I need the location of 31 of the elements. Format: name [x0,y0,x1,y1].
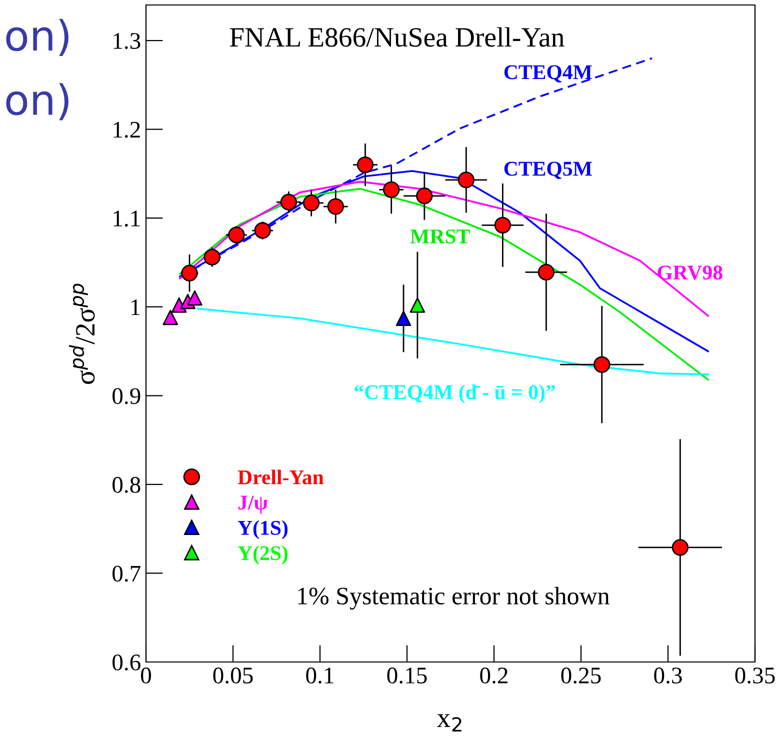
y-axis-title: σ$^{pd}$/2σ$^{pp}$ [69,284,95,384]
y-tick-label: 0.7 [112,566,140,582]
legend-label: J/ψ [238,496,268,514]
x-tick-label: 0.3 [654,668,682,684]
series-label: CTEQ4M [504,65,592,82]
annotation: 1% Systematic error not shown [298,586,610,610]
text: on) [6,83,68,120]
x-tick-label: 0.2 [480,668,508,684]
y-tick-label: 1.2 [114,122,140,138]
y-tick-label: 1 [131,299,140,316]
x-tick-label: 0.05 [213,668,253,684]
x-tick-label: 0.15 [387,668,427,684]
y-tick-label: 0.8 [112,476,140,493]
y-tick-label: 1.1 [114,210,140,227]
legend-label: Υ(1S) [238,520,288,540]
x-tick-label: 0.25 [561,668,601,684]
x-tick-label: 0.35 [735,668,775,684]
series-label: “CTEQ4M (d̄ - ū = 0)” [354,384,555,404]
x-axis-title: x$_{2}$ [436,714,462,732]
y-tick-label: 0.9 [112,388,140,404]
text: on) [6,18,68,56]
series-label: GRV98 [658,266,722,280]
y-tick-label: 1.3 [114,33,140,50]
series-label: MRST [410,229,470,244]
series-label: CTEQ5M [504,162,592,179]
legend-label: Drell-Yan [238,470,324,484]
y-tick-label: 0.6 [112,654,140,671]
x-tick-label: 0.1 [306,668,334,684]
x-tick-label: 0 [140,668,152,684]
text: FNAL E866/NuSea Drell-Yan [230,27,564,47]
legend-label: Υ(2S) [238,546,288,564]
